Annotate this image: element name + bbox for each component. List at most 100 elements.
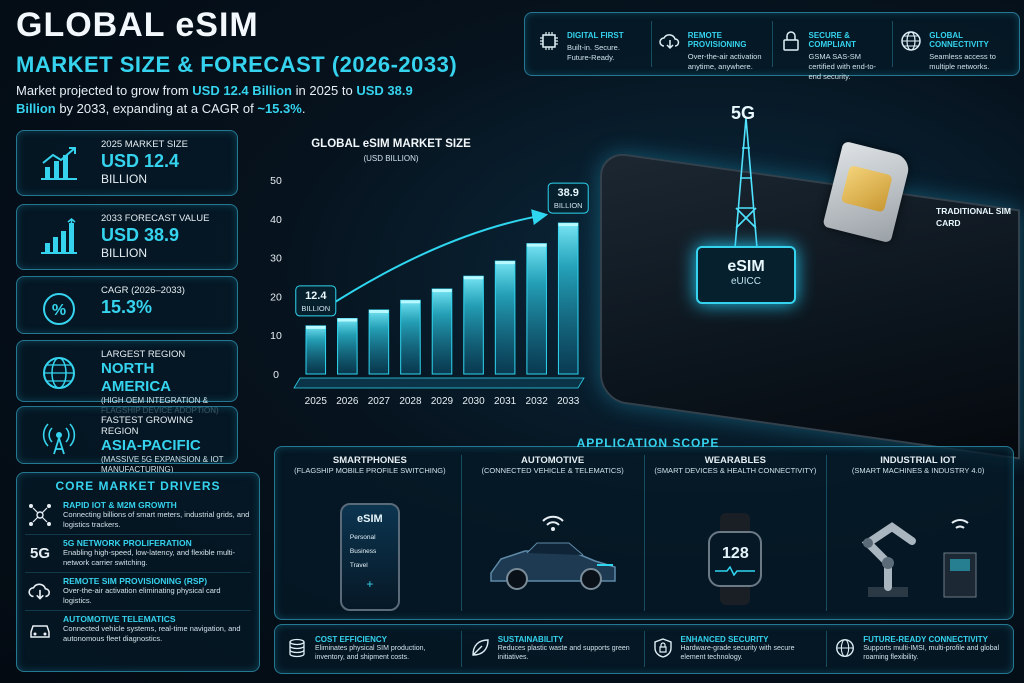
x-tick-label: 2032: [526, 396, 549, 407]
smartphone-illustration: eSIM Personal Business Travel +: [339, 503, 400, 611]
network-nodes-icon: [25, 500, 55, 530]
benefit-item: COST EFFICIENCY Eliminates physical SIM p…: [279, 631, 462, 667]
stat-label: CAGR (2026–2033): [101, 285, 185, 296]
page-subtitle: MARKET SIZE & FORECAST (2026-2033): [16, 52, 458, 77]
chart-annotations: 12.4 BILLION 38.9 BILLION: [295, 182, 589, 317]
bar-top-glow: [305, 325, 326, 329]
x-tick-label: 2033: [557, 396, 580, 407]
driver-desc: Connected vehicle systems, real-time nav…: [63, 624, 241, 643]
profile-item: Business: [349, 548, 377, 555]
driver-item: 5G 5G NETWORK PROLIFERATION Enabling high…: [25, 535, 251, 573]
x-tick-label: 2026: [336, 396, 359, 407]
lock-icon: [779, 29, 803, 53]
svg-text:%: %: [52, 302, 66, 319]
globe-icon: [899, 29, 923, 53]
benefits-bar: COST EFFICIENCY Eliminates physical SIM p…: [274, 624, 1014, 674]
x-tick-label: 2027: [368, 396, 391, 407]
bar-top-glow: [463, 276, 484, 280]
driver-title: RAPID IOT & M2M GROWTH: [63, 500, 177, 510]
annotation-unit: BILLION: [301, 304, 330, 313]
percent-icon: %: [27, 283, 91, 335]
stat-card-fastest-region: FASTEST GROWING REGION ASIA-PACIFIC (MAS…: [16, 406, 238, 474]
stat-unit: BILLION: [101, 172, 148, 186]
antenna-icon: [27, 413, 91, 465]
annotation-box: [295, 285, 337, 317]
feature-title: GLOBAL CONNECTIVITY: [929, 31, 989, 49]
application-title: AUTOMOTIVE: [521, 455, 585, 466]
application-industrial-iot: INDUSTRIAL IOT (SMART MACHINES & INDUSTR…: [827, 455, 1009, 611]
stat-value: USD 38.9: [101, 225, 180, 245]
core-drivers-panel: CORE MARKET DRIVERS RAPID IOT & M2M GROW…: [16, 472, 260, 672]
sim-chip-contact: [840, 165, 893, 213]
x-tick-label: 2029: [431, 396, 454, 407]
feature-title: SECURE & COMPLIANT: [808, 31, 857, 49]
add-profile-icon: +: [366, 577, 374, 591]
driver-title: 5G NETWORK PROLIFERATION: [63, 538, 192, 548]
bar-2032: [526, 243, 547, 375]
driver-title: AUTOMOTIVE TELEMATICS: [63, 614, 176, 624]
feature-desc: Seamless access to multiple networks.: [929, 52, 996, 71]
esim-chip: eSIM eUICC: [696, 246, 796, 304]
benefit-item: FUTURE-READY CONNECTIVITY Supports multi-…: [827, 631, 1009, 667]
application-desc: (FLAGSHIP MOBILE PROFILE SWITCHING): [294, 466, 446, 475]
stat-value: USD 12.4: [101, 151, 180, 171]
bar-top-glow: [558, 223, 579, 227]
feature-title: REMOTE PROVISIONING: [687, 31, 747, 49]
stat-value: ASIA-PACIFIC: [101, 437, 201, 454]
bar-top-glow: [400, 300, 421, 304]
intro-text: Market projected to grow from USD 12.4 B…: [16, 82, 436, 118]
feature-bar: DIGITAL FIRST Built-in. Secure. Future-Re…: [524, 12, 1020, 81]
y-tick-label: 0: [273, 369, 279, 381]
bar-2027: [368, 309, 390, 375]
x-tick-label: 2030: [462, 396, 485, 407]
5g-badge: 5G: [730, 103, 755, 123]
application-scope-heading: APPLICATION SCOPE: [576, 436, 720, 450]
stat-unit: BILLION: [101, 246, 148, 260]
intro-part: Market projected to grow from: [16, 83, 193, 98]
car-icon: [25, 614, 55, 644]
application-desc: (SMART MACHINES & INDUSTRY 4.0): [851, 466, 985, 475]
driver-desc: Connecting billions of smart meters, ind…: [63, 510, 250, 529]
growth-chart-icon: [27, 137, 91, 189]
application-title: INDUSTRIAL IOT: [880, 455, 957, 466]
chip-label: eSIM: [727, 258, 765, 275]
chart-base: [293, 377, 585, 389]
robot-arm-illustration: [861, 519, 977, 598]
bar-top-glow: [432, 289, 452, 293]
bar-top-glow: [495, 261, 515, 265]
benefit-desc: Eliminates physical SIM production, inve…: [315, 645, 426, 661]
benefit-title: ENHANCED SECURITY: [680, 635, 769, 644]
bar-series: [293, 209, 585, 389]
y-axis: 0 10 20 30 40 50: [270, 175, 282, 381]
y-tick-label: 40: [270, 214, 282, 226]
intro-part: in 2025 to: [292, 83, 357, 98]
drivers-heading: CORE MARKET DRIVERS: [55, 479, 221, 493]
y-tick-label: 50: [270, 175, 282, 187]
driver-item: RAPID IOT & M2M GROWTH Connecting billion…: [25, 497, 251, 535]
benefit-title: COST EFFICIENCY: [315, 635, 388, 644]
bar-2025: [305, 325, 327, 375]
benefit-desc: Reduces plastic waste and supports green…: [497, 645, 630, 661]
feature-desc: GSMA SAS-SM certified with end-to-end se…: [808, 52, 877, 81]
bar-top-glow: [526, 243, 547, 247]
intro-value-2033: USD 38.9 Billion: [16, 83, 413, 116]
trend-arrow: [325, 209, 549, 309]
smartwatch-illustration: 128: [700, 513, 770, 605]
stat-value: 15.3%: [101, 297, 153, 317]
feature-item: DIGITAL FIRST Built-in. Secure. Future-Re…: [531, 21, 652, 67]
stat-label: 2025 MARKET SIZE: [101, 139, 188, 150]
application-title: WEARABLES: [704, 455, 766, 466]
intro-value-2025: USD 12.4 Billion: [192, 83, 292, 98]
chart-title: GLOBAL eSIM MARKET SIZE: [311, 138, 471, 150]
feature-item: SECURE & COMPLIANT GSMA SAS-SM certified …: [773, 21, 894, 81]
globe-icon: [27, 347, 91, 399]
application-scope-panel: SMARTPHONES (FLAGSHIP MOBILE PROFILE SWI…: [274, 446, 1014, 620]
bar-2031: [494, 260, 516, 375]
annotation-value: 12.4: [305, 290, 327, 302]
x-axis: 2025 2026 2027 2028 2029 2030 2031 2032 2033: [305, 396, 580, 407]
driver-desc: Enabling high-speed, low-latency, and fl…: [63, 548, 236, 567]
stat-card-cagr: % CAGR (2026–2033) 15.3%: [16, 276, 238, 334]
5g-icon: 5G: [29, 544, 50, 562]
driver-item: REMOTE SIM PROVISIONING (RSP) Over-the-ai…: [25, 573, 251, 611]
leaf-icon: [468, 637, 492, 661]
